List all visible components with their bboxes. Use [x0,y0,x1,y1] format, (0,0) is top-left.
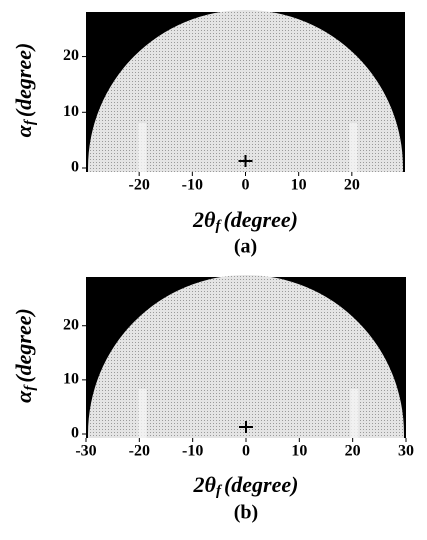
streak [349,123,358,172]
label-subscript: f [216,483,223,499]
x-tick-label: -20 [129,177,150,194]
label-unit: (degree) [11,308,36,383]
label-symbol: α [11,390,36,403]
streak [138,389,147,438]
scattering-region [88,275,404,438]
x-tick-label: 0 [242,177,250,194]
x-tick-label: 20 [344,177,360,194]
x-tick-label: 10 [291,177,307,194]
y-tick-label: 0 [71,159,79,176]
streak [138,123,147,172]
y-tick-label: 20 [63,47,79,64]
label-unit: (degree) [223,207,298,232]
y-tick-label: 20 [63,316,79,333]
streak [350,389,359,438]
axis-label: 2θf (degree) [193,472,299,499]
label-subscript: f [22,118,38,125]
x-tick-label: -10 [182,177,203,194]
x-tick-label: -30 [75,443,96,460]
x-tick-label: -20 [129,443,150,460]
axis-label: 2θf (degree) [192,207,298,234]
x-tick-label: 10 [291,443,307,460]
scattering-region [88,10,403,172]
axis-label: αf(degree) [11,43,38,138]
x-tick-label: 30 [398,443,414,460]
specular-spot [239,421,253,433]
y-tick-label: 10 [63,371,79,388]
panel-label: (b) [234,502,258,524]
label-symbol: 2θ [192,207,216,232]
y-tick-label: 10 [63,103,79,120]
label-subscript: f [215,218,222,234]
axis-label: αf(degree) [11,308,38,403]
label-symbol: 2θ [193,472,217,497]
y-tick-label: 0 [71,425,79,442]
label-symbol: α [11,124,36,137]
label-subscript: f [22,384,38,391]
label-unit: (degree) [224,472,299,497]
panel-label: (a) [234,236,257,258]
x-tick-label: 0 [242,443,250,460]
label-unit: (degree) [11,43,36,118]
x-tick-label: 20 [345,443,361,460]
x-tick-label: -10 [182,443,203,460]
specular-spot [238,155,253,167]
